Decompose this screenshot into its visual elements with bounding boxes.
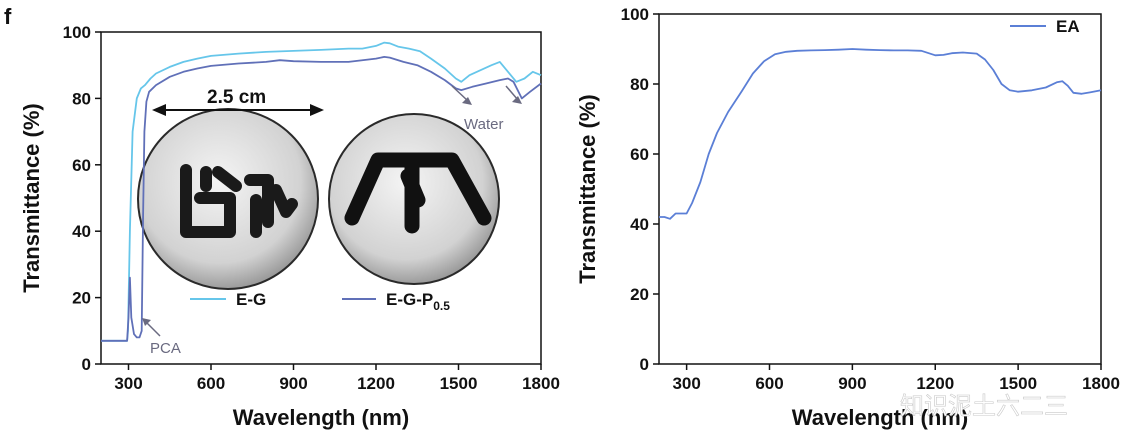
legend-left: E-G E-G-P0.5 <box>190 290 450 313</box>
left-x-tick-label: 600 <box>197 374 225 393</box>
left-x-axis-title: Wavelength (nm) <box>233 405 409 430</box>
right-plot-frame <box>658 13 1102 365</box>
left-x-tick-label: 300 <box>114 374 142 393</box>
sample-photo-egp <box>328 113 500 285</box>
left-series-line-1 <box>101 56 542 342</box>
legend-right: EA <box>1010 17 1080 36</box>
chart-right: 300 600 900 1200 1500 1800 0 20 40 60 80 100 Wavelen… <box>575 5 1120 430</box>
left-y-tick-label: 40 <box>72 222 91 241</box>
left-y-tick-label: 20 <box>72 289 91 308</box>
legend-label-egp: E-G-P0.5 <box>386 290 450 313</box>
left-x-tick-label: 900 <box>279 374 307 393</box>
chart-left: 300 600 900 1200 1500 1800 0 20 40 60 80 100 Wavelen… <box>19 23 560 430</box>
right-x-tick-label: 900 <box>838 374 866 393</box>
right-y-tick-label: 100 <box>621 5 649 24</box>
watermark: 知识泥土六二三 <box>900 393 1068 420</box>
legend-item-ea: EA <box>1010 17 1080 36</box>
right-y-axis-title: Transmittance (%) <box>575 94 600 284</box>
legend-item-eg: E-G <box>190 290 266 309</box>
legend-label-ea: EA <box>1056 17 1080 36</box>
right-y-tick-label: 80 <box>630 75 649 94</box>
left-plot-frame <box>100 31 542 365</box>
right-y-tick-label: 40 <box>630 215 649 234</box>
right-x-tick-label: 1200 <box>916 374 954 393</box>
right-x-tick-label: 300 <box>672 374 700 393</box>
photo-glyph-right <box>344 152 492 234</box>
legend-label-eg: E-G <box>236 290 266 309</box>
left-series-line-0 <box>101 41 542 342</box>
annotation-water: Water <box>451 85 522 133</box>
right-y-tick-label: 0 <box>640 355 649 374</box>
legend-label-egp-main: E-G-P <box>386 290 433 309</box>
left-x-tick-label: 1200 <box>357 374 395 393</box>
left-x-tick-label: 1800 <box>522 374 560 393</box>
panel-letter: f <box>4 4 12 29</box>
annotation-pca-label: PCA <box>150 340 181 357</box>
right-series-line-0 <box>659 48 1102 220</box>
right-x-tick-label: 600 <box>755 374 783 393</box>
left-x-tick-label: 1500 <box>440 374 478 393</box>
left-y-tick-label: 60 <box>72 156 91 175</box>
left-plot-area: 300 600 900 1200 1500 1800 0 20 40 60 80 100 Wavelen… <box>19 23 560 430</box>
legend-item-egp: E-G-P0.5 <box>342 290 450 313</box>
right-y-tick-label: 60 <box>630 145 649 164</box>
scale-bar-label: 2.5 cm <box>207 87 266 108</box>
left-y-axis-title: Transmittance (%) <box>19 103 44 293</box>
legend-label-egp-subscript: 0.5 <box>433 299 450 313</box>
sample-photos <box>137 108 500 290</box>
annotation-water-label: Water <box>464 116 503 133</box>
right-y-tick-label: 20 <box>630 285 649 304</box>
right-plot-area: 300 600 900 1200 1500 1800 0 20 40 60 80 100 Wavelen… <box>575 5 1120 430</box>
right-x-axis-title: Wavelength (nm) <box>792 405 968 430</box>
annotation-pca: PCA <box>142 318 181 357</box>
left-y-tick-label: 100 <box>63 23 91 42</box>
left-y-tick-label: 0 <box>82 355 91 374</box>
right-x-tick-label: 1800 <box>1082 374 1120 393</box>
scale-bar: 2.5 cm <box>152 87 324 116</box>
left-y-tick-label: 80 <box>72 89 91 108</box>
right-x-tick-label: 1500 <box>999 374 1037 393</box>
sample-photo-eg <box>137 108 319 290</box>
photo-glyph-left <box>180 164 298 238</box>
